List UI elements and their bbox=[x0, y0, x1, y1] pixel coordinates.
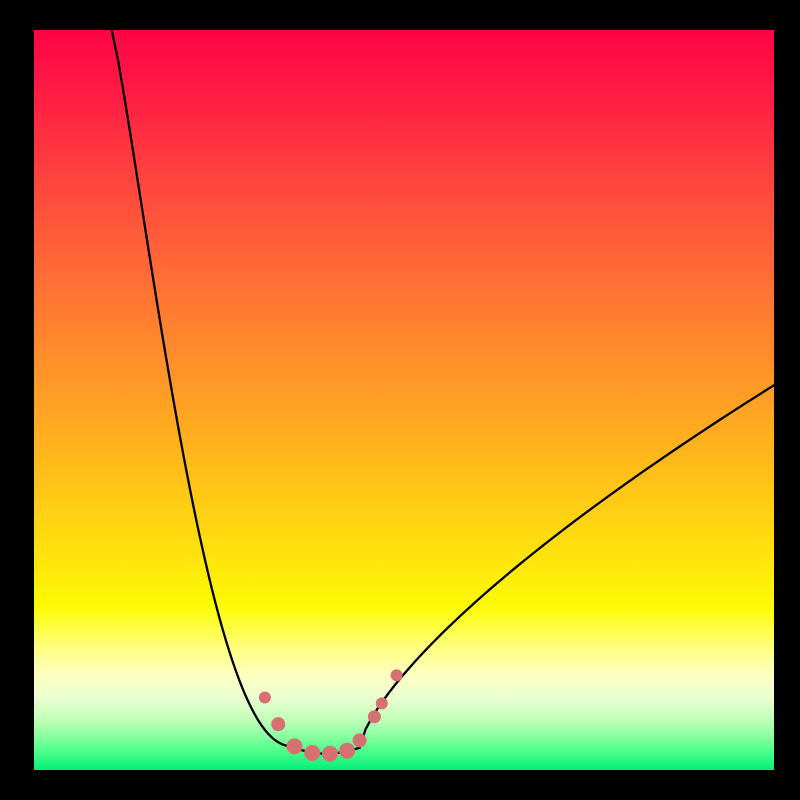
plot-background bbox=[34, 30, 774, 770]
marker-dot bbox=[339, 743, 355, 759]
marker-dot bbox=[286, 738, 302, 754]
frame-border bbox=[774, 0, 800, 800]
frame-border bbox=[0, 0, 800, 30]
marker-dot bbox=[304, 745, 320, 761]
marker-dot bbox=[368, 710, 381, 723]
bottleneck-chart bbox=[0, 0, 800, 800]
marker-dot bbox=[376, 697, 388, 709]
marker-dot bbox=[353, 733, 367, 747]
frame-border bbox=[0, 770, 800, 800]
marker-dot bbox=[259, 691, 271, 703]
chart-frame: TheBottleneck.com bbox=[0, 0, 800, 800]
marker-dot bbox=[322, 746, 338, 762]
frame-border bbox=[0, 0, 34, 800]
marker-dot bbox=[271, 717, 285, 731]
marker-dot bbox=[391, 669, 403, 681]
